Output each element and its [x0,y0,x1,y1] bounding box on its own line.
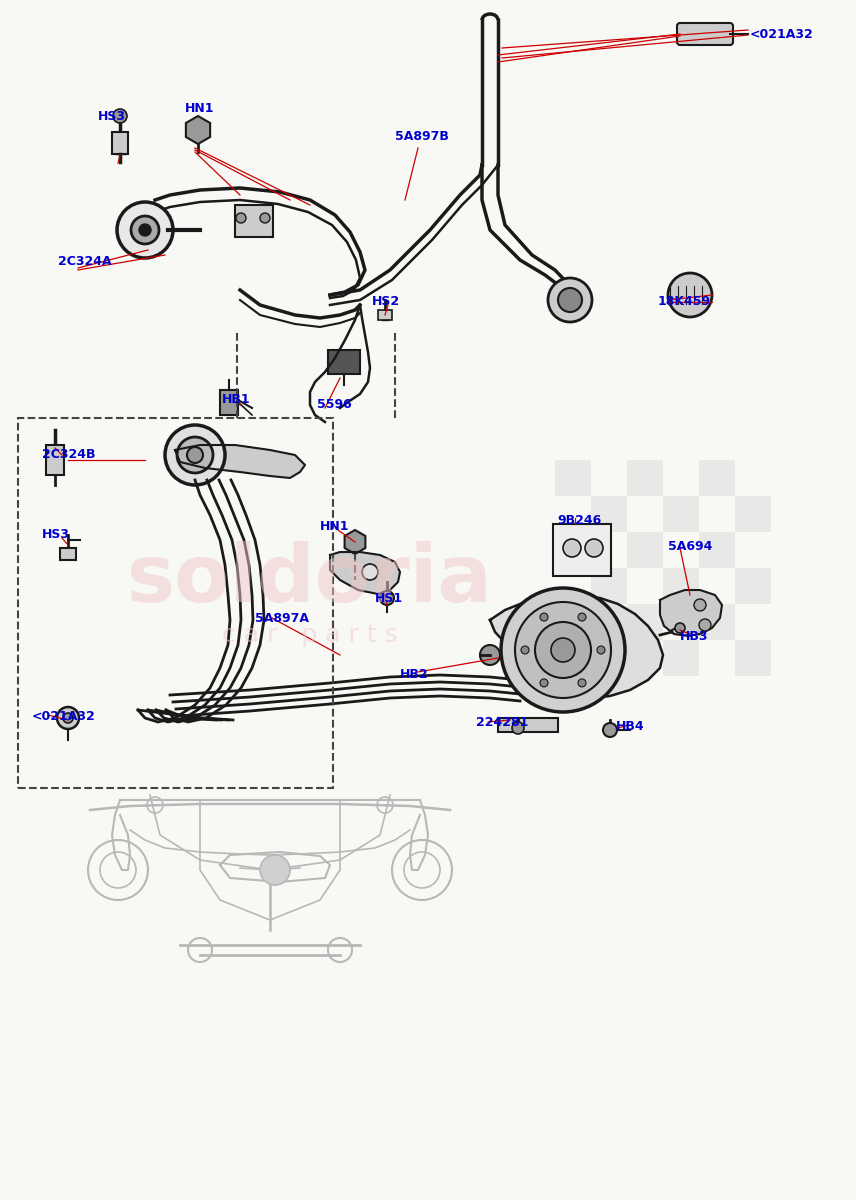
Bar [220,390,238,415]
Text: 9B246: 9B246 [557,514,601,527]
Text: 5596: 5596 [317,398,352,410]
Circle shape [540,679,548,686]
Circle shape [535,622,591,678]
Bar [498,718,558,732]
Circle shape [512,722,524,734]
Circle shape [260,214,270,223]
Circle shape [57,707,79,728]
Bar [46,445,64,475]
Circle shape [117,202,173,258]
Text: 5A897B: 5A897B [395,130,449,143]
Bar [555,460,591,496]
Circle shape [578,679,586,686]
Circle shape [165,425,225,485]
Circle shape [675,623,685,634]
Text: 224281: 224281 [476,716,528,728]
Circle shape [578,613,586,622]
Bar [699,460,735,496]
Bar [112,132,128,154]
Bar [591,640,627,676]
Circle shape [585,539,603,557]
Bar [735,496,771,532]
Bar [378,310,392,320]
Bar [627,532,663,568]
Text: 5A897A: 5A897A [255,612,309,625]
Bar [591,568,627,604]
Circle shape [548,278,592,322]
Text: HB2: HB2 [400,668,429,680]
Circle shape [694,599,706,611]
Polygon shape [175,445,305,478]
Text: c a r   p a r t s: c a r p a r t s [222,623,398,647]
Bar [627,460,663,496]
Circle shape [597,646,605,654]
Circle shape [131,216,159,244]
Circle shape [603,722,617,737]
Bar [60,548,76,560]
Circle shape [501,588,625,712]
Circle shape [236,214,246,223]
Polygon shape [330,552,400,594]
Bar [328,350,360,374]
Text: HS1: HS1 [375,592,403,605]
Text: 5A694: 5A694 [668,540,712,553]
Circle shape [362,564,378,580]
Bar [663,496,699,532]
Bar [555,604,591,640]
Bar [591,496,627,532]
Bar [699,604,735,640]
Circle shape [563,539,581,557]
Circle shape [177,437,213,473]
Text: soldoria: soldoria [127,541,493,619]
Circle shape [480,646,500,665]
Text: HN1: HN1 [320,520,349,533]
Circle shape [540,613,548,622]
Bar [735,640,771,676]
Text: HS3: HS3 [98,110,126,122]
Bar [663,568,699,604]
Circle shape [551,638,575,662]
Bar [18,418,333,788]
Text: 2C324B: 2C324B [42,448,96,461]
Circle shape [699,619,711,631]
Circle shape [260,854,290,886]
Circle shape [558,288,582,312]
Text: 18K459: 18K459 [658,295,711,308]
Bar [235,205,273,236]
Circle shape [515,602,611,698]
Circle shape [187,446,203,463]
Bar [627,604,663,640]
Bar [735,568,771,604]
Bar [663,640,699,676]
Polygon shape [660,590,722,636]
Bar [555,532,591,568]
Circle shape [668,272,712,317]
Text: HS2: HS2 [372,295,400,308]
Circle shape [139,224,151,236]
Text: HB1: HB1 [222,392,251,406]
Circle shape [63,713,73,722]
Circle shape [521,646,529,654]
Bar [699,532,735,568]
Bar [553,524,611,576]
Text: <021A32: <021A32 [32,710,96,722]
Circle shape [380,590,394,605]
Text: HB3: HB3 [680,630,709,643]
Text: 2C324A: 2C324A [58,254,111,268]
Text: HB4: HB4 [616,720,645,733]
Text: HS3: HS3 [42,528,70,541]
FancyBboxPatch shape [677,23,733,44]
Text: HN1: HN1 [185,102,215,115]
Text: <021A32: <021A32 [750,28,814,41]
Polygon shape [490,596,663,698]
Circle shape [113,109,127,122]
